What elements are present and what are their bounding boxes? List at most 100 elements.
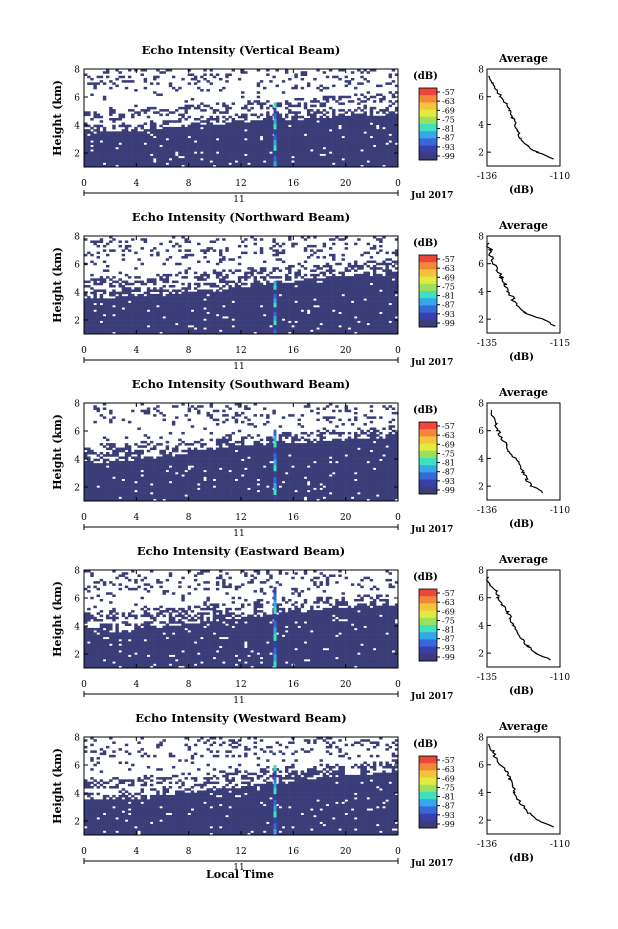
heatmap-cell — [310, 138, 314, 141]
heatmap-cell — [262, 133, 267, 137]
profile-y-tick-label: 4 — [478, 121, 484, 131]
heatmap-cell — [165, 325, 170, 328]
heatmap-cell — [99, 300, 104, 304]
heatmap-cell — [360, 158, 364, 161]
heatmap-cell — [131, 311, 135, 315]
heatmap-cell — [300, 162, 305, 166]
heatmap-cell — [372, 164, 377, 168]
heatmap-cell — [262, 325, 267, 328]
heatmap-cell — [338, 316, 342, 319]
heatmap-cell — [335, 278, 339, 281]
heatmap-cell — [165, 289, 170, 292]
heatmap-cell — [372, 153, 377, 157]
heatmap-cell — [149, 164, 154, 168]
heatmap-cell — [325, 153, 330, 157]
heatmap-cell — [212, 111, 217, 114]
heatmap-cell — [96, 155, 100, 159]
heatmap-cell — [394, 158, 399, 161]
heatmap-cell — [363, 280, 367, 284]
heatmap-cell — [379, 131, 383, 134]
heatmap-cell — [278, 287, 283, 290]
heatmap-cell — [391, 113, 396, 117]
heatmap-cell — [316, 293, 320, 297]
heatmap-cell — [272, 276, 276, 279]
heatmap-cell — [153, 111, 157, 114]
heatmap-cell — [200, 109, 204, 112]
heatmap-cell — [278, 102, 283, 105]
heatmap-cell — [96, 149, 100, 152]
heatmap-cell — [344, 276, 349, 279]
heatmap-cell — [96, 322, 100, 326]
heatmap-cell — [303, 300, 308, 304]
heatmap-cell — [96, 313, 100, 317]
heatmap-cell — [90, 298, 94, 301]
heatmap-cell — [209, 158, 214, 161]
heatmap-cell — [171, 236, 176, 239]
heatmap-cell — [184, 238, 188, 241]
heatmap-cell — [131, 115, 135, 119]
heatmap-cell — [335, 158, 339, 161]
heatmap-cell — [344, 138, 349, 141]
heatmap-cell — [87, 309, 91, 313]
heatmap-cell — [165, 320, 170, 324]
heatmap-cell — [115, 160, 119, 163]
heatmap-cell — [175, 280, 179, 284]
heatmap-cell — [310, 298, 314, 301]
heatmap-cell — [112, 325, 116, 328]
heatmap-cell — [215, 155, 220, 159]
heatmap-cell — [231, 309, 236, 313]
heatmap-cell — [228, 318, 232, 321]
heatmap-cell — [99, 238, 104, 241]
heatmap-cell — [332, 118, 336, 121]
heatmap-cell — [256, 320, 261, 324]
heatmap-cell — [149, 316, 154, 319]
heatmap-cell — [341, 102, 345, 105]
heatmap-cell — [96, 164, 100, 168]
heatmap-cell — [206, 305, 210, 308]
heatmap-cell — [184, 162, 188, 166]
heatmap-cell — [344, 140, 349, 143]
heatmap-cell — [376, 251, 380, 255]
heatmap-cell — [382, 144, 386, 148]
heatmap-cell — [190, 327, 195, 330]
heatmap-cell — [124, 144, 129, 148]
heatmap-cell — [259, 311, 264, 315]
heatmap-cell — [313, 138, 317, 141]
heatmap-cell — [222, 329, 226, 333]
heatmap-cell — [369, 131, 374, 134]
heatmap-cell — [284, 129, 289, 132]
heatmap-cell — [322, 95, 327, 99]
heatmap-cell — [225, 162, 229, 166]
heatmap-cell — [190, 97, 195, 101]
heatmap-cell — [137, 158, 141, 161]
heatmap-cell — [200, 142, 204, 146]
heatmap-cell — [193, 155, 198, 159]
heatmap-cell — [118, 158, 122, 161]
heatmap-cell — [225, 327, 229, 330]
heatmap-cell — [96, 138, 100, 141]
heatmap-cell — [215, 289, 220, 292]
heatmap-cell — [102, 129, 107, 132]
heatmap-cell — [253, 313, 257, 317]
heatmap-cell — [197, 329, 201, 333]
heatmap-cell — [84, 73, 88, 76]
heatmap-cell — [228, 258, 232, 261]
heatmap-cell — [300, 126, 305, 130]
heatmap-cell — [237, 129, 242, 132]
heatmap-cell — [376, 305, 380, 308]
heatmap-cell — [215, 316, 220, 319]
heatmap-cell — [391, 138, 396, 141]
heatmap-cell — [310, 140, 314, 143]
heatmap-cell — [259, 287, 264, 290]
heatmap-cell — [143, 131, 148, 134]
heatmap-cell — [328, 282, 333, 286]
heatmap-cell — [376, 273, 380, 277]
heatmap-cell — [153, 162, 157, 166]
heatmap-cell — [372, 267, 377, 270]
heatmap-cell — [153, 142, 157, 146]
heatmap-cell — [109, 293, 113, 297]
heatmap-cell — [288, 131, 292, 134]
heatmap-cell — [206, 80, 210, 83]
heatmap-cell — [143, 153, 148, 157]
heatmap-cell — [269, 307, 273, 310]
